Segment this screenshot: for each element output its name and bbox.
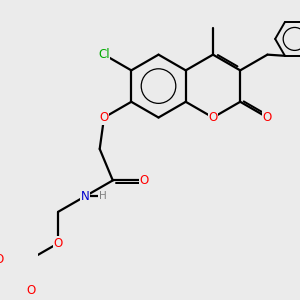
Text: O: O (99, 111, 109, 124)
Text: O: O (208, 111, 218, 124)
Text: O: O (263, 111, 272, 124)
Text: O: O (26, 284, 35, 297)
Text: O: O (0, 253, 4, 266)
Text: O: O (53, 237, 63, 250)
Text: O: O (140, 174, 149, 187)
Text: N: N (81, 190, 90, 202)
Text: Cl: Cl (98, 48, 110, 61)
Text: H: H (99, 191, 106, 201)
